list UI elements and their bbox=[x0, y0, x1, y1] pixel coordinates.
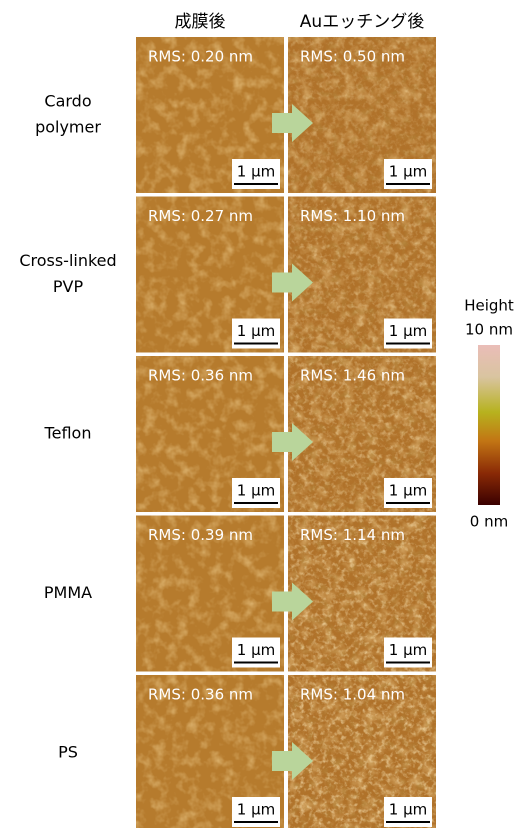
row: PS RMS: 0.36 nm 1 μm RMS: 1.04 nm 1 μm bbox=[58, 675, 436, 828]
rms-label: RMS: 0.36 nm bbox=[148, 686, 253, 704]
row-label: Teflon bbox=[44, 424, 92, 443]
row-label: PVP bbox=[53, 277, 84, 296]
scale-label: 1 μm bbox=[237, 322, 275, 340]
row: Cross-linked PVP RMS: 0.27 nm 1 μm RMS: 1.10… bbox=[19, 197, 436, 353]
figure: 成膜後 Auエッチング後 Cardo polymer RMS: 0.20 nm 1 μm R… bbox=[0, 0, 521, 828]
rms-label: RMS: 0.20 nm bbox=[148, 48, 253, 66]
row-label: Cardo bbox=[44, 92, 91, 111]
scale-label: 1 μm bbox=[389, 801, 427, 819]
scale-label: 1 μm bbox=[389, 482, 427, 500]
scale-label: 1 μm bbox=[389, 322, 427, 340]
rms-label: RMS: 1.10 nm bbox=[300, 207, 405, 225]
scale-label: 1 μm bbox=[237, 163, 275, 181]
row-label: PS bbox=[58, 743, 78, 762]
rms-label: RMS: 0.27 nm bbox=[148, 207, 253, 225]
row: Cardo polymer RMS: 0.20 nm 1 μm RMS: 0.50 nm… bbox=[35, 37, 436, 193]
rms-label: RMS: 1.46 nm bbox=[300, 367, 405, 385]
row-label: polymer bbox=[35, 118, 101, 137]
column-header: 成膜後 bbox=[175, 12, 226, 32]
scale-label: 1 μm bbox=[389, 641, 427, 659]
row-label: PMMA bbox=[44, 583, 92, 602]
rms-label: RMS: 0.36 nm bbox=[148, 367, 253, 385]
scale-label: 1 μm bbox=[237, 641, 275, 659]
scale-label: 1 μm bbox=[389, 163, 427, 181]
rms-label: RMS: 1.14 nm bbox=[300, 526, 405, 544]
row: Teflon RMS: 0.36 nm 1 μm RMS: 1.46 nm 1 μm bbox=[44, 356, 436, 512]
rms-label: RMS: 0.39 nm bbox=[148, 526, 253, 544]
colorbar-min: 0 nm bbox=[470, 513, 508, 531]
colorbar bbox=[478, 345, 500, 505]
row: PMMA RMS: 0.39 nm 1 μm RMS: 1.14 nm 1 μm bbox=[44, 516, 436, 672]
column-header: Auエッチング後 bbox=[300, 12, 424, 32]
rms-label: RMS: 0.50 nm bbox=[300, 48, 405, 66]
colorbar-title: Height bbox=[464, 297, 514, 315]
scale-label: 1 μm bbox=[237, 801, 275, 819]
row-label: Cross-linked bbox=[19, 251, 116, 270]
colorbar-max: 10 nm bbox=[465, 321, 513, 339]
scale-label: 1 μm bbox=[237, 482, 275, 500]
rms-label: RMS: 1.04 nm bbox=[300, 686, 405, 704]
